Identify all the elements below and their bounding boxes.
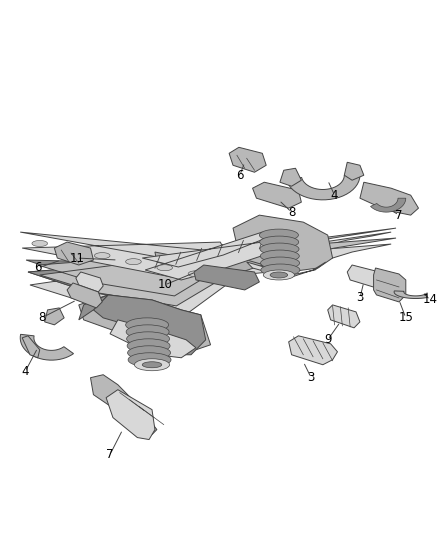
Ellipse shape <box>134 359 170 371</box>
Ellipse shape <box>260 243 299 255</box>
Text: 8: 8 <box>288 206 295 219</box>
Polygon shape <box>371 198 406 212</box>
Ellipse shape <box>270 272 288 278</box>
Polygon shape <box>110 320 196 358</box>
Text: 3: 3 <box>307 371 315 384</box>
Text: 7: 7 <box>106 448 114 461</box>
Ellipse shape <box>126 318 169 332</box>
Polygon shape <box>91 375 157 434</box>
Ellipse shape <box>260 250 299 262</box>
Polygon shape <box>20 334 74 360</box>
Polygon shape <box>20 232 230 278</box>
Polygon shape <box>142 232 269 280</box>
Text: 9: 9 <box>324 333 332 346</box>
Ellipse shape <box>32 240 48 246</box>
Ellipse shape <box>157 265 173 271</box>
Text: 4: 4 <box>331 189 338 201</box>
Polygon shape <box>67 283 102 308</box>
Text: 15: 15 <box>399 311 413 325</box>
Polygon shape <box>253 182 301 208</box>
Text: 8: 8 <box>38 311 46 325</box>
Polygon shape <box>28 232 391 318</box>
Polygon shape <box>374 268 406 302</box>
Polygon shape <box>45 308 64 325</box>
Text: 14: 14 <box>423 293 438 306</box>
Ellipse shape <box>261 257 300 269</box>
Ellipse shape <box>261 264 300 276</box>
Polygon shape <box>155 252 272 278</box>
Polygon shape <box>344 162 364 180</box>
Ellipse shape <box>127 339 170 353</box>
Polygon shape <box>280 168 301 186</box>
Polygon shape <box>194 265 259 290</box>
Ellipse shape <box>260 236 299 248</box>
Text: 7: 7 <box>395 208 403 222</box>
Ellipse shape <box>127 332 170 346</box>
Text: 6: 6 <box>34 262 42 274</box>
Ellipse shape <box>128 353 171 367</box>
Ellipse shape <box>127 346 170 360</box>
Ellipse shape <box>142 362 162 368</box>
Text: 11: 11 <box>69 252 85 264</box>
Polygon shape <box>93 295 206 355</box>
Polygon shape <box>289 336 337 365</box>
Text: 10: 10 <box>157 278 172 292</box>
Ellipse shape <box>263 270 294 280</box>
Text: 4: 4 <box>21 365 29 378</box>
Polygon shape <box>247 262 326 278</box>
Ellipse shape <box>126 325 169 339</box>
Polygon shape <box>394 291 436 298</box>
Ellipse shape <box>126 259 141 265</box>
Ellipse shape <box>259 229 298 241</box>
Polygon shape <box>360 182 418 215</box>
Ellipse shape <box>95 253 110 259</box>
Polygon shape <box>54 242 93 265</box>
Text: 6: 6 <box>236 169 244 182</box>
Ellipse shape <box>63 247 79 253</box>
Polygon shape <box>286 175 360 200</box>
Text: 3: 3 <box>356 292 364 304</box>
Polygon shape <box>347 265 383 288</box>
Polygon shape <box>26 255 235 305</box>
Polygon shape <box>233 215 332 272</box>
Polygon shape <box>106 390 155 440</box>
Polygon shape <box>38 228 396 306</box>
Polygon shape <box>76 272 103 292</box>
Polygon shape <box>22 336 40 358</box>
Polygon shape <box>229 147 266 172</box>
Polygon shape <box>79 295 211 355</box>
Polygon shape <box>79 295 108 320</box>
Polygon shape <box>328 305 360 328</box>
Ellipse shape <box>188 271 204 277</box>
